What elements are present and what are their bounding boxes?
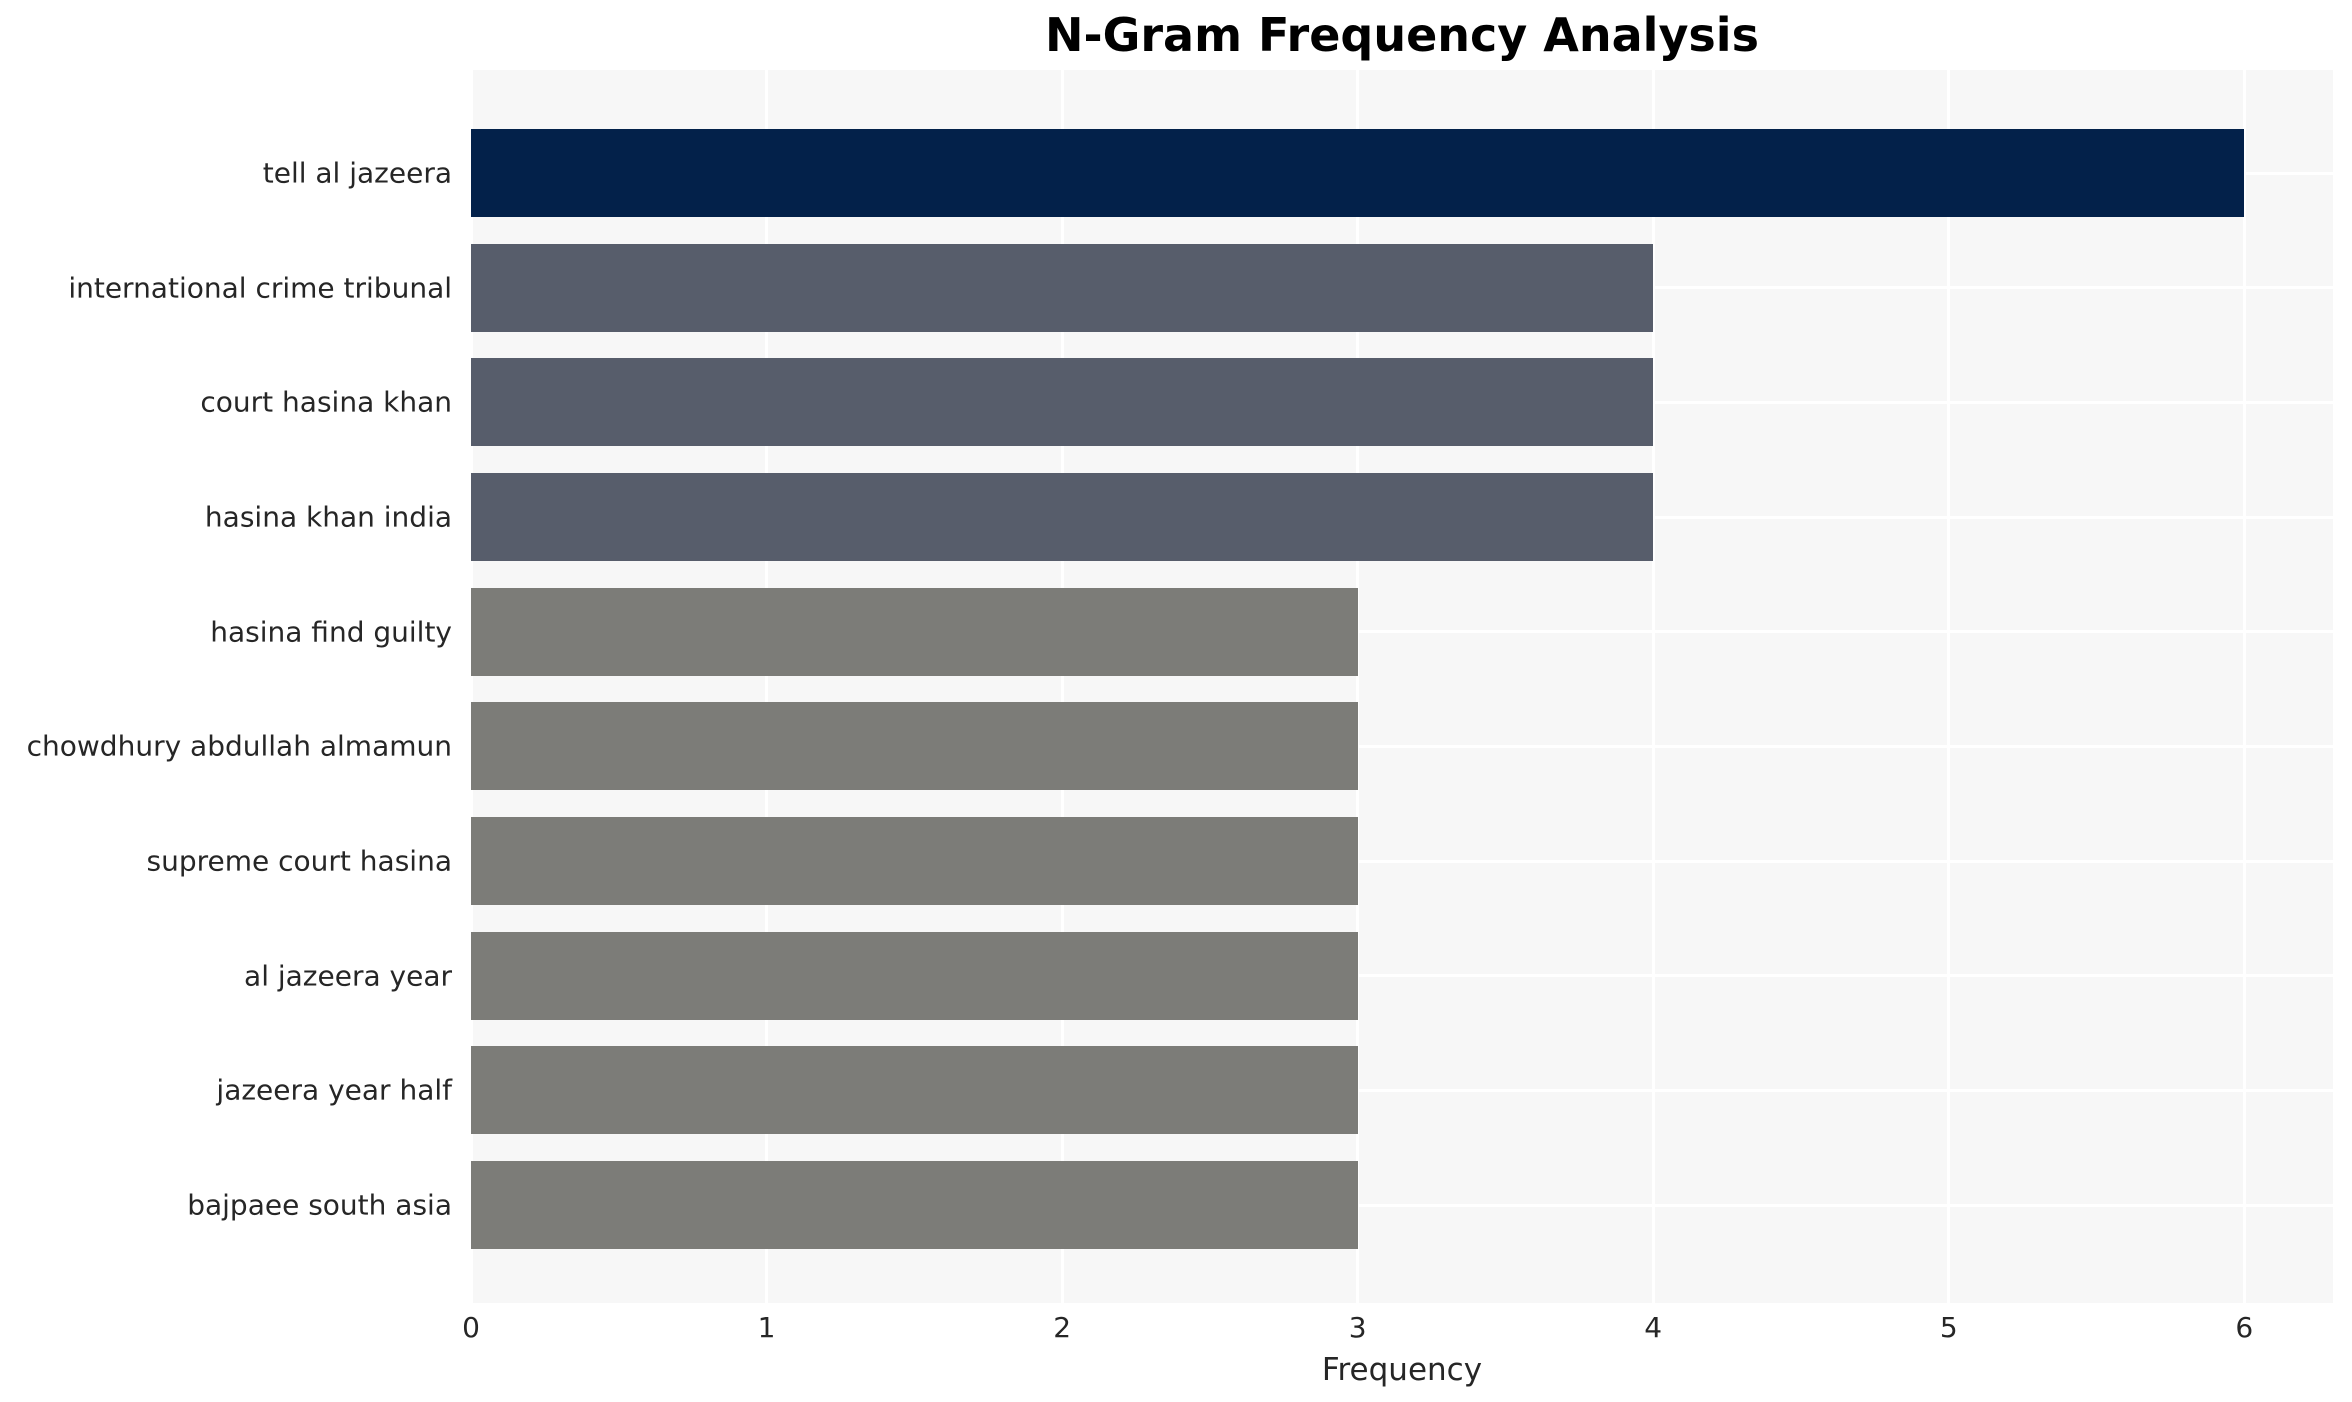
category-label: bajpaee south asia xyxy=(187,1188,452,1222)
grid-line-vertical xyxy=(1356,70,1360,1303)
x-tick-label: 5 xyxy=(1939,1311,1958,1344)
bar-international-crime-tribunal xyxy=(471,243,1654,332)
bar-jazeera-year-half xyxy=(471,1046,1358,1135)
grid-line-vertical xyxy=(1947,70,1951,1303)
category-label: jazeera year half xyxy=(216,1073,452,1107)
x-tick-label: 3 xyxy=(1348,1311,1367,1344)
x-tick-label: 0 xyxy=(462,1311,480,1344)
bar-supreme-court-hasina xyxy=(471,817,1358,905)
grid-line-horizontal xyxy=(471,859,2333,863)
bar-hasina-khan-india xyxy=(471,473,1654,561)
chart-title: N-Gram Frequency Analysis xyxy=(1045,8,1759,62)
category-label: supreme court hasina xyxy=(146,844,452,878)
x-tick-label: 2 xyxy=(1053,1311,1072,1344)
x-tick-label: 1 xyxy=(757,1311,776,1344)
grid-line-vertical xyxy=(1651,70,1655,1303)
grid-line-horizontal xyxy=(471,1088,2333,1092)
x-tick-label: 6 xyxy=(2235,1311,2254,1344)
grid-line-horizontal xyxy=(471,1203,2333,1207)
category-label: tell al jazeera xyxy=(262,156,452,190)
grid-line-vertical xyxy=(469,70,473,1303)
category-label: court hasina khan xyxy=(200,385,452,419)
plot-area xyxy=(469,70,2333,1303)
grid-line-vertical xyxy=(1060,70,1064,1303)
category-label: international crime tribunal xyxy=(68,271,452,305)
bar-chowdhury-abdullah-almamun xyxy=(471,702,1358,791)
category-label: hasina find guilty xyxy=(210,615,452,649)
bar-tell-al-jazeera xyxy=(471,129,2245,217)
grid-line-vertical xyxy=(2242,70,2246,1303)
x-tick-label: 4 xyxy=(1644,1311,1663,1344)
bar-al-jazeera-year xyxy=(471,931,1358,1020)
grid-line-horizontal xyxy=(471,974,2333,978)
bar-hasina-find-guilty xyxy=(471,587,1358,676)
x-axis-label: Frequency xyxy=(1321,1352,1483,1388)
grid-line-horizontal xyxy=(471,630,2333,634)
grid-line-vertical xyxy=(765,70,769,1303)
grid-line-horizontal xyxy=(471,744,2333,748)
category-label: hasina khan india xyxy=(204,500,452,534)
bar-court-hasina-khan xyxy=(471,358,1654,447)
category-label: chowdhury abdullah almamun xyxy=(26,729,452,763)
category-label: al jazeera year xyxy=(244,959,452,993)
bar-bajpaee-south-asia xyxy=(471,1161,1358,1249)
